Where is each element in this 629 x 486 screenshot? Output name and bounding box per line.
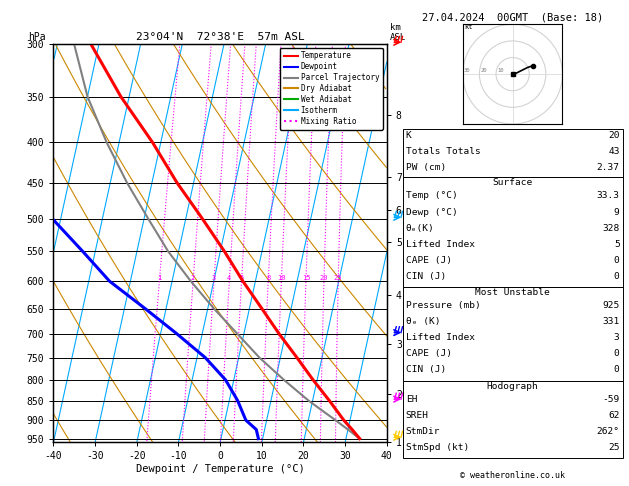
Text: CAPE (J): CAPE (J)	[406, 256, 452, 265]
Text: 2: 2	[191, 275, 195, 281]
Title: 23°04'N  72°38'E  57m ASL: 23°04'N 72°38'E 57m ASL	[136, 32, 304, 42]
Text: Most Unstable: Most Unstable	[476, 288, 550, 297]
Text: Hodograph: Hodograph	[487, 382, 538, 391]
Text: 328: 328	[603, 224, 620, 233]
Text: hPa: hPa	[28, 32, 46, 42]
Text: θₑ (K): θₑ (K)	[406, 317, 440, 327]
Text: Pressure (mb): Pressure (mb)	[406, 301, 481, 311]
Text: 43: 43	[608, 147, 620, 156]
Text: 2.37: 2.37	[596, 163, 620, 172]
Text: 5: 5	[614, 240, 620, 249]
Text: PW (cm): PW (cm)	[406, 163, 446, 172]
Text: 1: 1	[157, 275, 162, 281]
Text: 20: 20	[481, 69, 487, 73]
Text: Lifted Index: Lifted Index	[406, 333, 475, 343]
Text: -59: -59	[603, 395, 620, 404]
Text: 0: 0	[614, 349, 620, 359]
Text: EH: EH	[406, 395, 417, 404]
Text: 33.3: 33.3	[596, 191, 620, 201]
Text: 9: 9	[614, 208, 620, 217]
Text: © weatheronline.co.uk: © weatheronline.co.uk	[460, 471, 565, 480]
Text: StmSpd (kt): StmSpd (kt)	[406, 443, 469, 452]
Text: 925: 925	[603, 301, 620, 311]
Text: 27.04.2024  00GMT  (Base: 18): 27.04.2024 00GMT (Base: 18)	[422, 12, 603, 22]
Text: θₑ(K): θₑ(K)	[406, 224, 435, 233]
Text: 10: 10	[277, 275, 286, 281]
Text: Surface: Surface	[493, 178, 533, 188]
Text: Temp (°C): Temp (°C)	[406, 191, 457, 201]
Text: km
ASL: km ASL	[390, 23, 406, 42]
Text: 0: 0	[614, 365, 620, 375]
Text: CAPE (J): CAPE (J)	[406, 349, 452, 359]
Text: 8: 8	[266, 275, 270, 281]
Legend: Temperature, Dewpoint, Parcel Trajectory, Dry Adiabat, Wet Adiabat, Isotherm, Mi: Temperature, Dewpoint, Parcel Trajectory…	[280, 48, 383, 130]
Text: 0: 0	[614, 256, 620, 265]
Text: Dewp (°C): Dewp (°C)	[406, 208, 457, 217]
Text: 5: 5	[240, 275, 243, 281]
Text: CIN (J): CIN (J)	[406, 272, 446, 281]
X-axis label: Dewpoint / Temperature (°C): Dewpoint / Temperature (°C)	[136, 464, 304, 474]
Text: 3: 3	[212, 275, 216, 281]
Text: Mixing Ratio (g/kg): Mixing Ratio (g/kg)	[408, 195, 418, 291]
Text: 30: 30	[464, 69, 470, 73]
Text: 25: 25	[608, 443, 620, 452]
Text: 20: 20	[320, 275, 328, 281]
Text: 15: 15	[302, 275, 310, 281]
Text: kt: kt	[464, 24, 473, 30]
Text: K: K	[406, 131, 411, 140]
Text: 331: 331	[603, 317, 620, 327]
Text: 4: 4	[227, 275, 231, 281]
Text: CIN (J): CIN (J)	[406, 365, 446, 375]
Text: 262°: 262°	[596, 427, 620, 436]
Text: 25: 25	[334, 275, 342, 281]
Text: Lifted Index: Lifted Index	[406, 240, 475, 249]
Text: SREH: SREH	[406, 411, 429, 420]
Text: StmDir: StmDir	[406, 427, 440, 436]
Text: 0: 0	[614, 272, 620, 281]
Text: Totals Totals: Totals Totals	[406, 147, 481, 156]
Text: 62: 62	[608, 411, 620, 420]
Text: 10: 10	[497, 69, 503, 73]
Text: 20: 20	[608, 131, 620, 140]
Text: 3: 3	[614, 333, 620, 343]
